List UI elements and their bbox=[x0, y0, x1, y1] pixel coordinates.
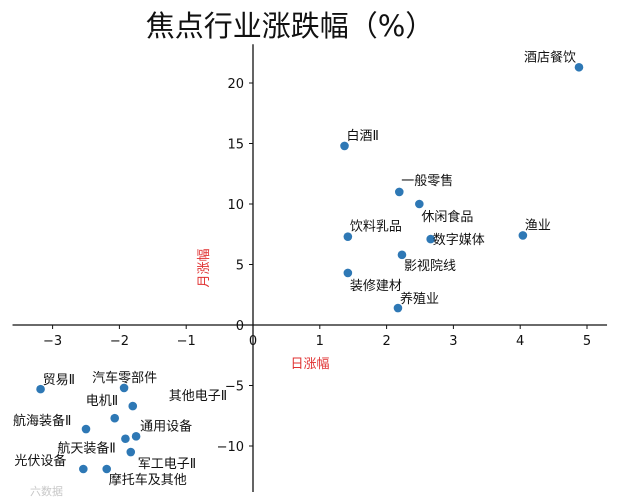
data-point bbox=[128, 401, 138, 411]
data-label: 装修建材 bbox=[350, 279, 402, 294]
data-label: 白酒Ⅱ bbox=[347, 128, 379, 144]
x-tick-label: 2 bbox=[382, 334, 390, 349]
data-point bbox=[393, 303, 403, 313]
data-label: 贸易Ⅱ bbox=[43, 373, 75, 388]
data-point bbox=[126, 447, 136, 457]
watermark: 六数据 bbox=[30, 484, 63, 498]
x-tick-label: −3 bbox=[43, 334, 62, 349]
y-tick-label: 10 bbox=[227, 198, 244, 213]
data-label: 航海装备Ⅱ bbox=[13, 413, 71, 429]
data-points bbox=[36, 62, 584, 474]
data-label: 通用设备 bbox=[140, 418, 192, 434]
data-label: 其他电子Ⅱ bbox=[169, 389, 227, 404]
data-label: 摩托车及其他 bbox=[109, 472, 187, 488]
data-label: 电机Ⅱ bbox=[86, 394, 118, 409]
data-point bbox=[426, 234, 435, 244]
data-label: 渔业 bbox=[525, 218, 551, 233]
chart-title: 焦点行业涨跌幅（%） bbox=[146, 9, 435, 43]
y-tick-label: 15 bbox=[227, 138, 244, 153]
data-point bbox=[343, 268, 353, 278]
y-axis-ticks: −10 −5 0 5 10 15 20 bbox=[217, 77, 253, 455]
data-point bbox=[394, 187, 404, 197]
data-label: 饮料乳品 bbox=[350, 220, 402, 235]
y-tick-label: −10 bbox=[217, 440, 244, 455]
data-point bbox=[102, 464, 112, 474]
axes bbox=[12, 44, 608, 492]
data-label: 养殖业 bbox=[400, 291, 439, 307]
data-point bbox=[119, 383, 129, 393]
data-label: 航天装备Ⅱ bbox=[57, 441, 115, 457]
data-point bbox=[574, 62, 584, 72]
x-tick-label: −2 bbox=[110, 334, 129, 349]
data-point bbox=[110, 413, 120, 423]
data-label: 一般零售 bbox=[401, 173, 453, 189]
x-axis-ticks: −3 −2 −1 0 1 2 3 4 5 bbox=[43, 325, 591, 349]
x-tick-label: 0 bbox=[249, 334, 257, 349]
data-point bbox=[79, 464, 88, 474]
data-point bbox=[81, 424, 91, 434]
data-point bbox=[36, 384, 45, 394]
data-label: 汽车零部件 bbox=[92, 370, 157, 386]
data-point bbox=[397, 250, 407, 260]
x-tick-label: 4 bbox=[516, 334, 524, 349]
data-point bbox=[340, 141, 349, 151]
y-axis-label: 月涨幅 bbox=[197, 248, 212, 287]
x-tick-label: 5 bbox=[583, 334, 591, 349]
data-point bbox=[518, 231, 528, 240]
data-point bbox=[131, 432, 141, 441]
data-label: 光伏设备 bbox=[14, 453, 66, 469]
y-tick-label: 20 bbox=[227, 77, 244, 92]
x-tick-label: 3 bbox=[449, 334, 457, 349]
data-point bbox=[343, 232, 353, 241]
y-tick-label: 0 bbox=[236, 319, 244, 334]
data-point bbox=[415, 199, 424, 209]
x-tick-label: 1 bbox=[316, 334, 324, 349]
data-label: 数字媒体 bbox=[433, 233, 485, 248]
x-axis-label: 日涨幅 bbox=[290, 357, 329, 372]
data-label: 军工电子Ⅱ bbox=[138, 457, 196, 472]
x-tick-label: −1 bbox=[177, 334, 196, 349]
y-tick-label: 5 bbox=[236, 259, 244, 274]
data-label: 酒店餐饮 bbox=[524, 49, 576, 65]
data-point bbox=[121, 434, 130, 444]
data-label: 休闲食品 bbox=[421, 209, 473, 225]
y-tick-label: −5 bbox=[225, 380, 244, 395]
data-label: 影视院线 bbox=[404, 259, 456, 274]
